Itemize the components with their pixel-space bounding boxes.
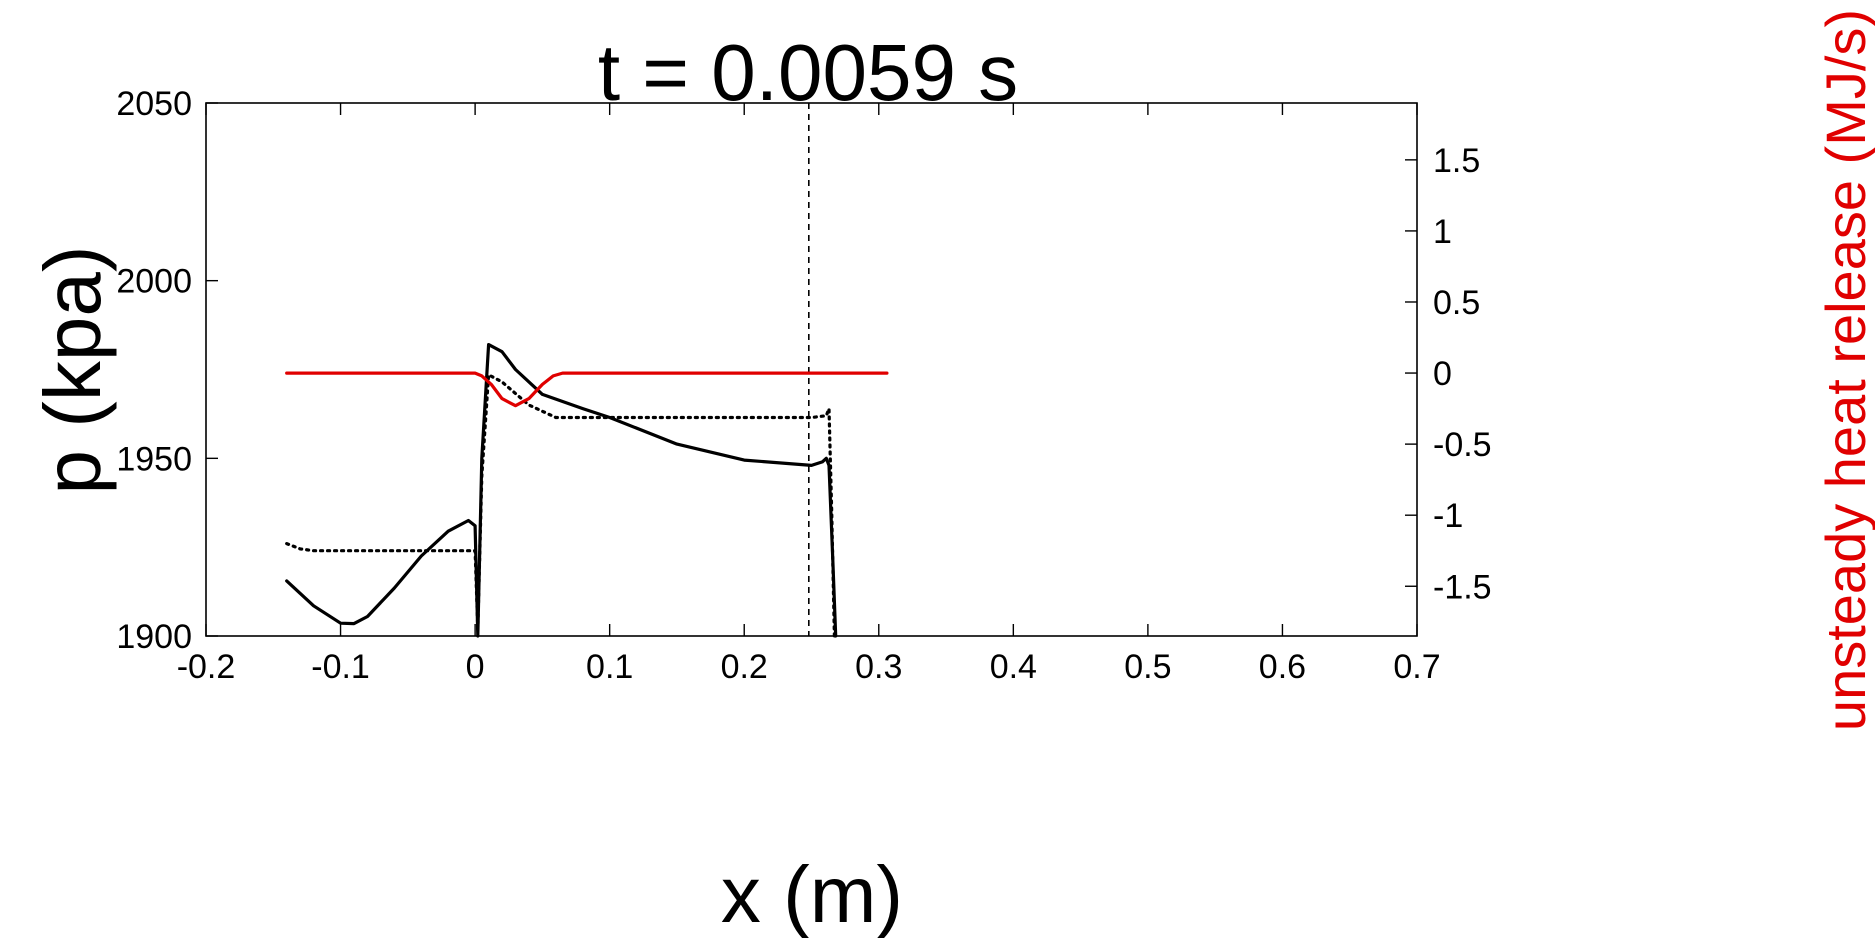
heat-release-line [285,371,889,408]
y-tick-label: 1950 [116,440,192,478]
plot-area [205,102,1418,637]
y-axis-ticks: 1900 1950 2000 2050 [116,85,218,656]
y2-tick-label: 0.5 [1433,284,1480,322]
y2-tick-label: -1 [1433,497,1463,535]
pressure-dotted-line [285,373,837,638]
x-tick-label: 0.5 [1124,648,1171,686]
x-tick-label: -0.2 [177,648,236,686]
y2-axis-ticks: -1.5 -1 -0.5 0 0.5 1 1.5 [1405,142,1492,606]
chart-title: t = 0.0059 s [598,28,1018,117]
x-axis-ticks: -0.2 -0.1 0 0.1 0.2 0.3 0.4 0.5 0.6 0.7 [177,103,1441,686]
x-tick-label: 0.1 [586,648,633,686]
y2-tick-label: -0.5 [1433,426,1492,464]
x-tick-label: -0.1 [311,648,370,686]
y2-tick-label: -1.5 [1433,568,1492,606]
x-tick-label: 0.6 [1259,648,1306,686]
y-axis-label: p (kpa) [28,246,117,495]
y-tick-label: 2050 [116,85,192,123]
y-tick-label: 1900 [116,618,192,656]
x-axis-label: x (m) [721,850,903,938]
x-tick-label: 0.4 [990,648,1037,686]
series-layer [285,103,889,638]
y2-axis-label: unsteady heat release (MJ/s) [1814,9,1875,731]
x-tick-label: 0 [466,648,485,686]
x-tick-label: 0.3 [855,648,902,686]
y2-tick-label: 1 [1433,213,1452,251]
y2-tick-label: 0 [1433,355,1452,393]
x-tick-label: 0.2 [721,648,768,686]
y-tick-label: 2000 [116,263,192,301]
y2-tick-label: 1.5 [1433,142,1480,180]
pressure-solid-line [285,343,838,638]
x-tick-label: 0.7 [1393,648,1440,686]
plot-frame [205,102,1418,637]
